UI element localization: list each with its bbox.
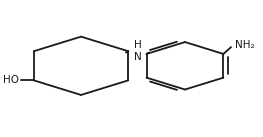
Text: H: H [134, 40, 141, 50]
Text: HO: HO [3, 75, 19, 85]
Text: NH₂: NH₂ [235, 40, 254, 50]
Text: N: N [134, 52, 141, 62]
